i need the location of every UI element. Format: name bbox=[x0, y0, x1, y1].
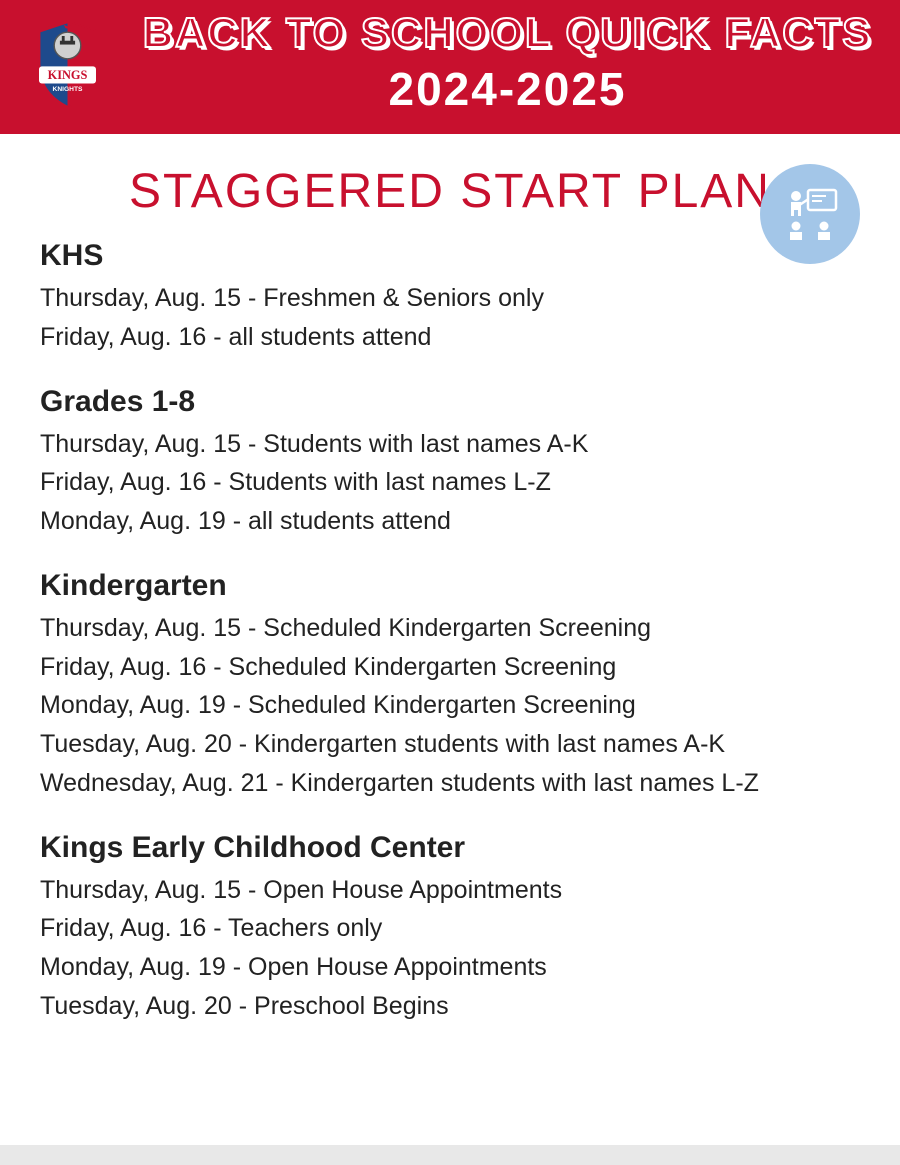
schedule-line: Friday, Aug. 16 - all students attend bbox=[40, 318, 860, 357]
schedule-line: Monday, Aug. 19 - Scheduled Kindergarten… bbox=[40, 686, 860, 725]
schedule-line: Wednesday, Aug. 21 - Kindergarten studen… bbox=[40, 764, 860, 803]
schedule-line: Monday, Aug. 19 - all students attend bbox=[40, 502, 860, 541]
schedule-line: Friday, Aug. 16 - Scheduled Kindergarten… bbox=[40, 648, 860, 687]
logo-svg: KINGS KNIGHTS bbox=[20, 17, 115, 112]
schedule-section: Kings Early Childhood Center Thursday, Au… bbox=[40, 831, 860, 1026]
kings-knights-logo: KINGS KNIGHTS bbox=[20, 17, 115, 112]
classroom-icon bbox=[760, 164, 860, 264]
teacher-classroom-icon bbox=[778, 182, 842, 246]
schedule-line: Thursday, Aug. 15 - Open House Appointme… bbox=[40, 871, 860, 910]
schedule-line: Friday, Aug. 16 - Teachers only bbox=[40, 909, 860, 948]
schedule-line: Monday, Aug. 19 - Open House Appointment… bbox=[40, 948, 860, 987]
page-title: STAGGERED START PLAN bbox=[40, 164, 860, 219]
section-heading: Kindergarten bbox=[40, 569, 860, 603]
sections-container: KHS Thursday, Aug. 15 - Freshmen & Senior… bbox=[40, 239, 860, 1026]
header-title: BACK TO SCHOOL QUICK FACTS bbox=[135, 12, 880, 54]
schedule-line: Tuesday, Aug. 20 - Kindergarten students… bbox=[40, 725, 860, 764]
header-year: 2024-2025 bbox=[135, 62, 880, 116]
schedule-section: Kindergarten Thursday, Aug. 15 - Schedule… bbox=[40, 569, 860, 803]
section-heading: Grades 1-8 bbox=[40, 385, 860, 419]
schedule-section: KHS Thursday, Aug. 15 - Freshmen & Senior… bbox=[40, 239, 860, 357]
schedule-line: Thursday, Aug. 15 - Freshmen & Seniors o… bbox=[40, 279, 860, 318]
schedule-section: Grades 1-8 Thursday, Aug. 15 - Students w… bbox=[40, 385, 860, 541]
section-heading: Kings Early Childhood Center bbox=[40, 831, 860, 865]
header-banner: KINGS KNIGHTS BACK TO SCHOOL QUICK FACTS… bbox=[0, 0, 900, 134]
header-text-container: BACK TO SCHOOL QUICK FACTS 2024-2025 bbox=[135, 12, 880, 116]
schedule-line: Friday, Aug. 16 - Students with last nam… bbox=[40, 463, 860, 502]
schedule-line: Thursday, Aug. 15 - Students with last n… bbox=[40, 425, 860, 464]
content-area: STAGGERED START PLAN KHS Thursday, Aug. 1… bbox=[0, 134, 900, 1074]
schedule-line: Thursday, Aug. 15 - Scheduled Kindergart… bbox=[40, 609, 860, 648]
schedule-line: Tuesday, Aug. 20 - Preschool Begins bbox=[40, 987, 860, 1026]
footer-bar bbox=[0, 1145, 900, 1165]
logo-text-kings: KINGS bbox=[48, 67, 88, 81]
section-heading: KHS bbox=[40, 239, 860, 273]
logo-text-knights: KNIGHTS bbox=[53, 86, 83, 93]
